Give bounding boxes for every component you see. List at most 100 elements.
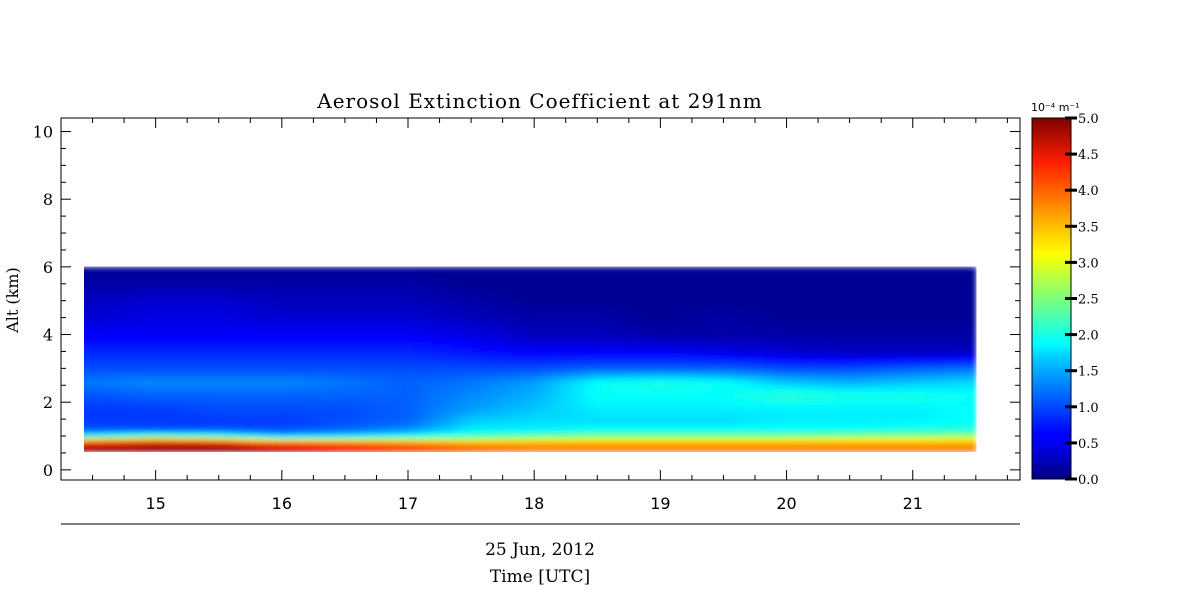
- heatmap-cell: [370, 390, 381, 394]
- heatmap-cell: [188, 309, 200, 313]
- heatmap-cell: [269, 353, 280, 358]
- heatmap-cell: [612, 324, 624, 329]
- heatmap-cell: [905, 448, 916, 452]
- heatmap-cell: [602, 324, 614, 329]
- heatmap-cell: [905, 372, 916, 376]
- heatmap-cell: [874, 403, 886, 408]
- heatmap-cell: [390, 309, 402, 313]
- heatmap-cell: [794, 382, 805, 386]
- heatmap-cell: [723, 443, 735, 447]
- heatmap-cell: [905, 359, 916, 363]
- heatmap-cell: [67, 404, 78, 407]
- heatmap-cell: [763, 443, 775, 447]
- heatmap-cell: [965, 322, 977, 326]
- heatmap-cell: [249, 332, 260, 336]
- heatmap-cell: [824, 388, 836, 392]
- heatmap-cell: [935, 374, 947, 379]
- heatmap-cell: [461, 366, 472, 371]
- heatmap-cell: [864, 359, 876, 363]
- heatmap-cell: [148, 385, 159, 389]
- heatmap-cell: [844, 424, 856, 429]
- heatmap-cell: [228, 417, 240, 421]
- heatmap-cell: [137, 306, 149, 310]
- heatmap-cell: [370, 316, 381, 321]
- heatmap-cell: [632, 438, 644, 442]
- heatmap-cell: [450, 316, 462, 321]
- heatmap-cell: [814, 364, 826, 368]
- heatmap-cell: [561, 366, 573, 371]
- heatmap-cell: [602, 430, 614, 434]
- heatmap-cell: [178, 409, 190, 413]
- heatmap-cell: [390, 351, 402, 355]
- heatmap-cell: [249, 424, 260, 429]
- heatmap-cell: [612, 309, 624, 313]
- heatmap-cell: [945, 435, 957, 439]
- heatmap-cell: [703, 438, 714, 442]
- heatmap-cell: [148, 398, 159, 402]
- heatmap-cell: [672, 337, 684, 342]
- heatmap-cell: [743, 314, 755, 318]
- heatmap-cell: [683, 306, 694, 310]
- heatmap-cell: [662, 340, 674, 344]
- heatmap-cell: [400, 332, 412, 336]
- heatmap-cell: [794, 306, 805, 310]
- heatmap-cell: [602, 372, 614, 376]
- heatmap-cell: [582, 356, 593, 360]
- heatmap-cell: [925, 403, 937, 408]
- heatmap-cell: [259, 440, 270, 444]
- heatmap-cell: [370, 443, 381, 447]
- heatmap-cell: [97, 309, 109, 313]
- heatmap-cell: [915, 353, 926, 358]
- heatmap-cell: [915, 337, 926, 342]
- heatmap-cell: [662, 388, 674, 392]
- heatmap-cell: [884, 351, 896, 355]
- heatmap-cell: [329, 411, 341, 415]
- heatmap-cell: [319, 330, 331, 334]
- heatmap-cell: [137, 409, 149, 413]
- heatmap-cell: [693, 311, 704, 315]
- heatmap-cell: [612, 311, 624, 315]
- heatmap-cell: [784, 445, 795, 450]
- heatmap-cell: [339, 395, 351, 400]
- heatmap-cell: [612, 427, 624, 431]
- heatmap-cell: [279, 364, 290, 368]
- heatmap-cell: [67, 314, 78, 317]
- heatmap-cell: [733, 361, 745, 365]
- heatmap-cell: [279, 440, 290, 444]
- heatmap-cell: [784, 369, 795, 373]
- heatmap-cell: [349, 411, 361, 415]
- heatmap-cell: [844, 374, 856, 379]
- heatmap-cell: [834, 359, 846, 363]
- heatmap-cell: [844, 419, 856, 423]
- heatmap-cell: [410, 388, 422, 392]
- heatmap-cell: [551, 374, 563, 379]
- heatmap-cell: [713, 372, 725, 376]
- heatmap-cell: [945, 311, 957, 315]
- heatmap-cell: [309, 438, 321, 442]
- heatmap-cell: [915, 393, 926, 397]
- heatmap-cell: [501, 445, 513, 450]
- heatmap-cell: [168, 348, 179, 352]
- heatmap-cell: [329, 351, 341, 355]
- heatmap-cell: [551, 430, 563, 434]
- heatmap-cell: [541, 395, 553, 400]
- heatmap-cell: [935, 432, 947, 437]
- heatmap-cell: [430, 351, 442, 355]
- heatmap-cell: [461, 364, 472, 368]
- heatmap-cell: [117, 380, 129, 384]
- heatmap-cell: [814, 353, 826, 358]
- heatmap-cell: [289, 322, 301, 326]
- heatmap-cell: [238, 417, 250, 421]
- heatmap-cell: [198, 417, 210, 421]
- heatmap-cell: [733, 411, 745, 415]
- heatmap-cell: [450, 398, 462, 402]
- heatmap-cell: [329, 303, 341, 307]
- heatmap-cell: [420, 306, 432, 310]
- heatmap-cell: [279, 448, 290, 452]
- heatmap-cell: [955, 316, 967, 321]
- heatmap-cell: [430, 335, 442, 339]
- heatmap-cell: [450, 401, 462, 405]
- heatmap-cell: [339, 398, 351, 402]
- heatmap-cell: [713, 353, 725, 358]
- heatmap-cell: [168, 393, 179, 397]
